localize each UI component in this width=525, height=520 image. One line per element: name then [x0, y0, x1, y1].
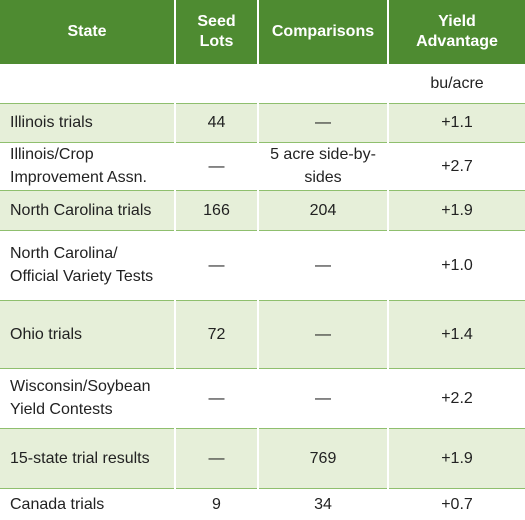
table-cell: +2.2	[387, 367, 525, 428]
table-cell: +1.1	[387, 102, 525, 142]
table-cell: —	[257, 102, 388, 142]
table-cell: 204	[257, 189, 388, 230]
table-cell: +1.9	[387, 189, 525, 230]
table-row: 15-state trial results —769 +1.9	[0, 427, 525, 488]
column-header: State	[0, 0, 175, 64]
table-cell: 72	[174, 299, 258, 368]
table-cell: Canada trials	[0, 487, 175, 520]
table-cell: +2.7	[387, 141, 525, 190]
table-row: Canada trials 9 34 +0.7	[0, 487, 525, 520]
table-row: Ohio trials 72— +1.4	[0, 299, 525, 368]
unit-cell: bu/acre	[387, 64, 525, 103]
table-cell: 15-state trial results	[0, 427, 175, 488]
table-cell: 9	[174, 487, 258, 520]
table-cell: 166	[174, 189, 258, 230]
column-header: Seed Lots	[174, 0, 258, 64]
table-cell: —	[174, 367, 258, 428]
table-cell: North Carolina trials	[0, 189, 175, 230]
table-cell: +1.4	[387, 299, 525, 368]
header-text: Yield Advantage	[416, 13, 498, 50]
table-row: Illinois trials 44— +1.1	[0, 102, 525, 142]
header-row: State Seed Lots Comparisons Yield Advantage	[0, 0, 525, 64]
unit-cell	[0, 64, 175, 103]
table-row: Wisconsin/Soybean Yield Contests — — +2.2	[0, 367, 525, 428]
unit-cell	[257, 64, 388, 103]
header-text: Comparisons	[271, 23, 375, 40]
column-header: Yield Advantage	[387, 0, 525, 64]
table-row: North Carolina trials 166 204 +1.9	[0, 189, 525, 230]
unit-cell	[174, 64, 258, 103]
table-row: Illinois/Crop Improvement Assn. —5 acre s…	[0, 141, 525, 190]
table-cell: —	[174, 427, 258, 488]
header-text: State	[67, 23, 107, 40]
table-body: bu/acre Illinois trials 44— +1.1 Illinois/Cr…	[0, 64, 525, 520]
table-cell: 34	[257, 487, 388, 520]
header-text: Seed Lots	[197, 13, 236, 50]
table-cell: Illinois trials	[0, 102, 175, 142]
unit-row: bu/acre	[0, 64, 525, 103]
table-cell: 769	[257, 427, 388, 488]
table-cell: —	[174, 229, 258, 300]
table-cell: +1.0	[387, 229, 525, 300]
column-header: Comparisons	[257, 0, 388, 64]
table-cell: +1.9	[387, 427, 525, 488]
table-cell: Wisconsin/Soybean Yield Contests	[0, 367, 175, 428]
table-cell: +0.7	[387, 487, 525, 520]
table-cell: —	[257, 229, 388, 300]
table-cell: —	[257, 299, 388, 368]
table-cell: —	[174, 141, 258, 190]
table-cell: 44	[174, 102, 258, 142]
table-cell: Ohio trials	[0, 299, 175, 368]
table-cell: Illinois/Crop Improvement Assn.	[0, 141, 175, 190]
table-cell: North Carolina/ Official Variety Tests	[0, 229, 175, 300]
table-cell: 5 acre side-by-sides	[257, 141, 388, 190]
table-row: North Carolina/ Official Variety Tests — —…	[0, 229, 525, 300]
table-cell: —	[257, 367, 388, 428]
